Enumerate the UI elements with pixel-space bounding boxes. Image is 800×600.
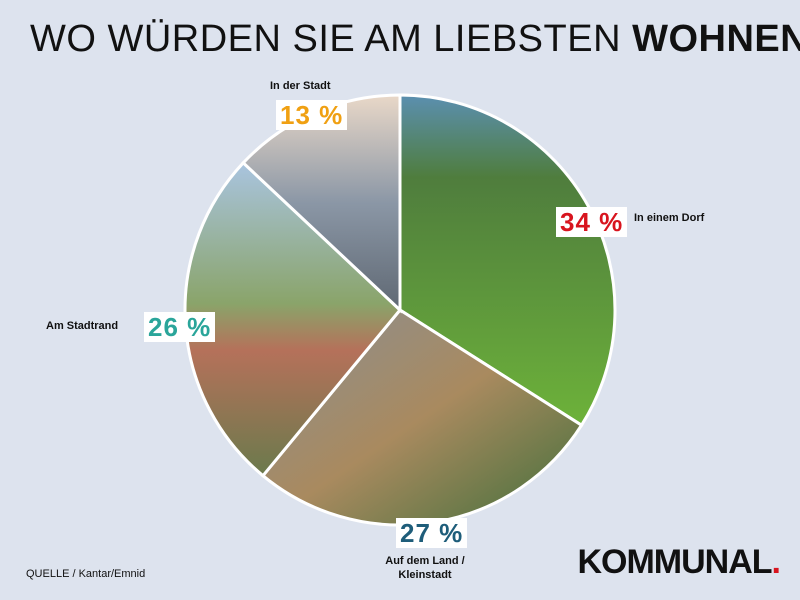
logo-dot: .	[771, 543, 782, 581]
title-normal: WO WÜRDEN SIE AM LIEBSTEN	[30, 18, 633, 60]
slice-value-dorf: 34 %	[556, 207, 628, 237]
slice-value-stadtrand: 26 %	[144, 312, 216, 342]
slice-label-land: Auf dem Land / Kleinstadt	[385, 555, 465, 581]
slice-label-dorf: In einem Dorf	[634, 212, 705, 224]
slice-label-stadtrand: Am Stadtrand	[46, 320, 119, 332]
slice-value-stadt: 13 %	[276, 100, 348, 130]
slice-label-stadt: In der Stadt	[270, 80, 331, 92]
chart-title: WO WÜRDEN SIE AM LIEBSTEN WOHNEN?	[30, 18, 800, 61]
kommunal-logo: KOMMUNAL.	[577, 543, 782, 582]
slice-value-land: 27 %	[396, 518, 468, 548]
source-note: QUELLE / Kantar/Emnid	[26, 568, 146, 580]
title-bold: WOHNEN?	[632, 18, 800, 60]
logo-text: KOMMUNAL	[577, 543, 772, 581]
